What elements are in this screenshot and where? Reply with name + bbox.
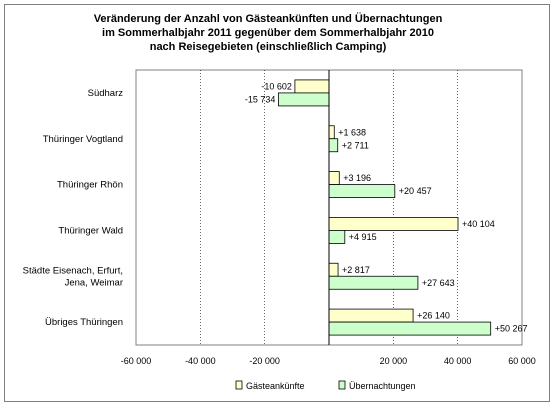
data-label: +1 638 [338,127,366,137]
chart-title: Veränderung der Anzahl von Gästeankünfte… [94,12,443,53]
chart-title-line: nach Reisegebieten (einschließlich Campi… [150,41,387,53]
bar-gaesteankuenfte [328,125,335,140]
x-tick-label: 60 000 [508,356,536,366]
bar-gaesteankuenfte [328,308,414,323]
data-label: +4 915 [349,232,377,242]
category-label: Thüringer Vogtland [43,134,123,145]
legend-label: Gästeankünfte [246,381,305,391]
data-label: +50 267 [495,324,528,334]
bar-uebernachtungen [328,321,492,336]
data-label: +3 196 [343,173,371,183]
data-label: -15 734 [245,94,276,104]
data-label: +2 817 [342,265,370,275]
legend-swatch [235,380,243,390]
x-tick-label: -60 000 [121,356,152,366]
bar-gaesteankuenfte [328,217,459,231]
x-tick-label: 20 000 [380,356,408,366]
x-tick-label: -40 000 [185,356,216,366]
category-label: Übriges Thüringen [45,317,123,328]
data-label: +40 104 [462,219,495,229]
category-label: Thüringer Wald [58,225,123,236]
bar-uebernachtungen [328,138,339,153]
data-label: +26 140 [417,311,450,321]
chart-title-line: im Sommerhalbjahr 2011 gegenüber dem Som… [102,27,434,39]
bar-gaesteankuenfte [328,171,340,185]
data-label: +2 711 [342,140,369,150]
category-label: Jena, Weimar [65,277,123,288]
bar-gaesteankuenfte [294,79,330,94]
legend: Gästeankünfte Übernachtungen [235,380,416,391]
bar-uebernachtungen [328,275,419,290]
category-label: Südharz [88,88,124,99]
bar-gaesteankuenfte [328,262,339,277]
category-label: Thüringer Rhön [57,180,123,191]
data-label: +27 643 [422,278,455,288]
x-tick-label: -20 000 [249,356,280,366]
data-label: +20 457 [399,186,432,196]
chart-title-line: Veränderung der Anzahl von Gästeankünfte… [94,12,443,25]
x-tick-label: 40 000 [444,356,472,366]
legend-label: Übernachtungen [349,381,416,391]
category-label: Städte Eisenach, Erfurt, [23,265,123,276]
legend-swatch [338,380,346,390]
plot-area: -10 602 -15 734 Südharz +1 638 +2 711 Thüring… [23,69,536,366]
bar-uebernachtungen [328,230,346,244]
bar-uebernachtungen [328,184,396,198]
data-label: -10 602 [261,81,292,91]
bar-uebernachtungen [277,92,330,107]
